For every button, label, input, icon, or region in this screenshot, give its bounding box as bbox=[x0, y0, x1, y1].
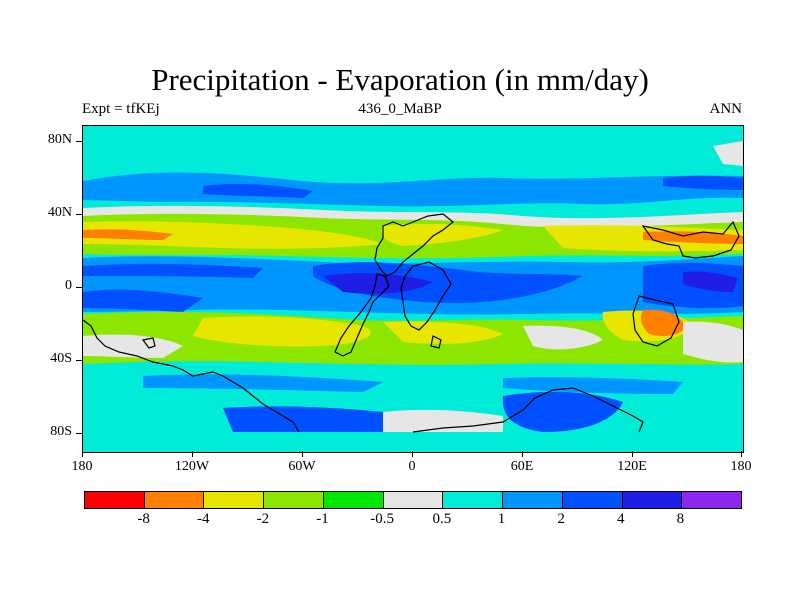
colorbar-label: -0.5 bbox=[370, 511, 395, 527]
x-tickmark bbox=[192, 451, 193, 457]
colorbar-label: -8 bbox=[137, 511, 150, 527]
colorbar-label: 0.5 bbox=[432, 511, 452, 527]
colorbar-swatch bbox=[443, 492, 504, 508]
y-tick-label: 40N bbox=[47, 205, 72, 220]
x-tick-label: 60E bbox=[510, 459, 534, 474]
colorbar-label: 1 bbox=[497, 511, 506, 527]
colorbar-swatch bbox=[204, 492, 265, 508]
x-tick-label: 0 bbox=[408, 459, 416, 474]
y-tickmark bbox=[76, 433, 82, 434]
colorbar-swatch bbox=[562, 492, 623, 508]
colorbar bbox=[84, 491, 742, 509]
y-tick-label: 80N bbox=[47, 132, 72, 147]
colorbar-label: 2 bbox=[557, 511, 565, 527]
colorbar-swatch bbox=[264, 492, 324, 508]
y-tickmark bbox=[76, 360, 82, 361]
period-label: 436_0_MaBP bbox=[358, 101, 442, 117]
colorbar-swatch bbox=[144, 492, 205, 508]
precip-evap-field bbox=[83, 126, 743, 452]
y-tickmark bbox=[76, 287, 82, 288]
season-label: ANN bbox=[709, 101, 743, 117]
colorbar-label: 4 bbox=[616, 511, 625, 527]
x-tick-label: 60W bbox=[288, 459, 316, 474]
colorbar-swatch bbox=[323, 492, 384, 508]
colorbar-label: -2 bbox=[256, 511, 270, 527]
x-tick-label: 180 bbox=[71, 459, 93, 474]
experiment-label: Expt = tfKEj bbox=[82, 101, 160, 117]
y-tick-label: 0 bbox=[65, 278, 72, 293]
colorbar-label: -1 bbox=[316, 511, 329, 527]
map-panel bbox=[82, 125, 744, 453]
colorbar-swatch bbox=[503, 492, 563, 508]
colorbar-label: 8 bbox=[676, 511, 685, 527]
colorbar-swatch bbox=[622, 492, 683, 508]
x-tickmark bbox=[412, 451, 413, 457]
x-tick-label: 120W bbox=[174, 459, 210, 474]
y-tickmark bbox=[76, 214, 82, 215]
x-tickmark bbox=[522, 451, 523, 457]
colorbar-swatch bbox=[383, 492, 444, 508]
y-tick-label: 40S bbox=[50, 351, 72, 366]
x-tickmark bbox=[82, 451, 83, 457]
y-tickmark bbox=[76, 141, 82, 142]
x-tick-label: 120E bbox=[617, 459, 647, 474]
x-tickmark bbox=[302, 451, 303, 457]
y-tick-label: 80S bbox=[50, 424, 72, 439]
colorbar-swatch bbox=[682, 492, 742, 508]
colorbar-swatch bbox=[85, 492, 145, 508]
chart-title: Precipitation - Evaporation (in mm/day) bbox=[151, 62, 649, 97]
x-tickmark bbox=[741, 451, 742, 457]
x-tick-label: 180 bbox=[730, 459, 752, 474]
x-tickmark bbox=[632, 451, 633, 457]
colorbar-label: -4 bbox=[197, 511, 210, 527]
